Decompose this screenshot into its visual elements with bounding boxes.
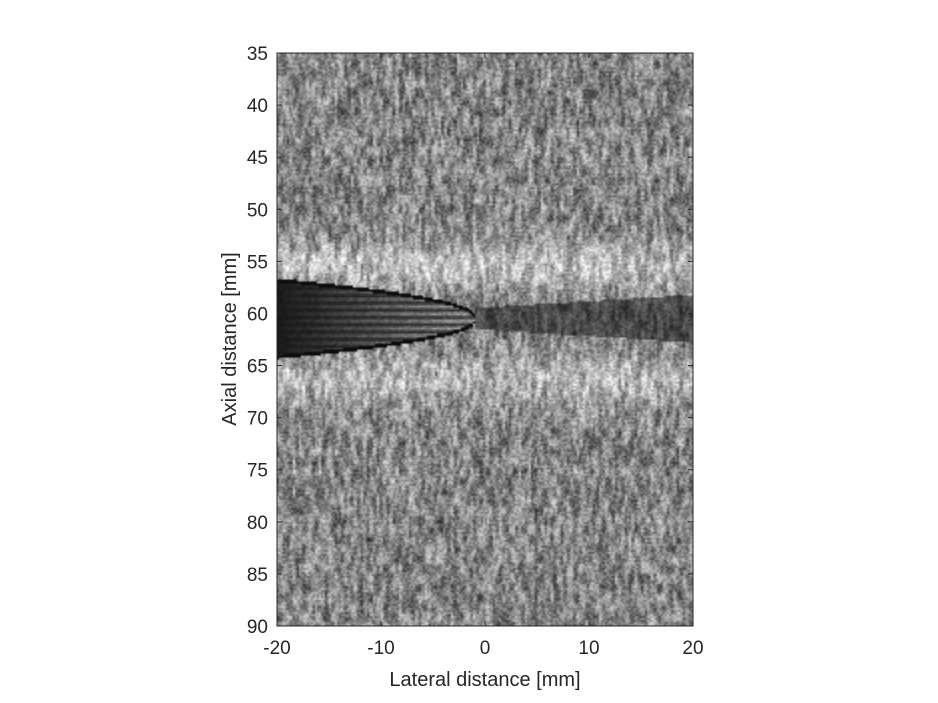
y-axis-label: Axial distance [mm] (219, 252, 241, 425)
x-axis-label: Lateral distance [mm] (389, 669, 580, 691)
y-tick-label: 65 (247, 357, 268, 378)
y-tick-label: 70 (247, 409, 268, 430)
y-axis: 35 40 45 50 55 60 65 70 75 80 85 90 (247, 44, 693, 638)
y-tick-label: 85 (247, 565, 268, 586)
y-tick-label: 90 (247, 617, 268, 638)
x-tick-label: -10 (367, 638, 394, 659)
x-axis: -20 -10 0 10 20 (263, 53, 704, 659)
y-tick-label: 60 (247, 304, 268, 325)
x-tick-label: 0 (480, 638, 491, 659)
x-tick-label: -20 (263, 638, 290, 659)
y-tick-label: 40 (247, 96, 268, 117)
plot-area (277, 53, 693, 626)
y-tick-label: 80 (247, 513, 268, 534)
x-tick-label: 20 (682, 638, 703, 659)
x-tick-label: 10 (578, 638, 599, 659)
y-tick-label: 35 (247, 44, 268, 65)
y-tick-label: 50 (247, 200, 268, 221)
y-tick-label: 45 (247, 148, 268, 169)
bmode-image (277, 53, 693, 626)
y-tick-label: 55 (247, 252, 268, 273)
y-tick-label: 75 (247, 461, 268, 482)
